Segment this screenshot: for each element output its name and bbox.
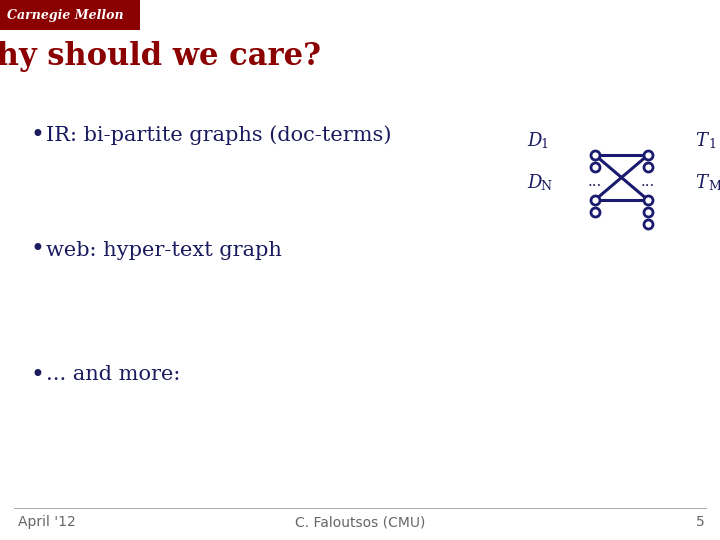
Text: 1: 1 (708, 138, 716, 152)
Text: •: • (30, 239, 44, 261)
Text: 5: 5 (696, 515, 704, 529)
Text: D: D (527, 132, 541, 150)
Text: ...: ... (641, 174, 655, 188)
Text: D: D (527, 174, 541, 192)
Text: 1: 1 (540, 138, 548, 152)
Text: ... and more:: ... and more: (46, 366, 181, 384)
Text: •: • (30, 124, 44, 146)
Text: web: hyper-text graph: web: hyper-text graph (46, 240, 282, 260)
Text: IR: bi-partite graphs (doc-terms): IR: bi-partite graphs (doc-terms) (46, 125, 392, 145)
Text: •: • (30, 363, 44, 387)
Text: T: T (695, 132, 707, 150)
Text: C. Faloutsos (CMU): C. Faloutsos (CMU) (294, 515, 426, 529)
Text: T: T (695, 174, 707, 192)
Text: Graphs - why should we care?: Graphs - why should we care? (0, 42, 322, 72)
Text: ...: ... (588, 174, 602, 188)
Text: Carnegie Mellon: Carnegie Mellon (7, 9, 124, 22)
Text: M: M (708, 180, 720, 193)
Text: April '12: April '12 (18, 515, 76, 529)
FancyBboxPatch shape (0, 0, 140, 30)
Text: N: N (540, 180, 551, 193)
